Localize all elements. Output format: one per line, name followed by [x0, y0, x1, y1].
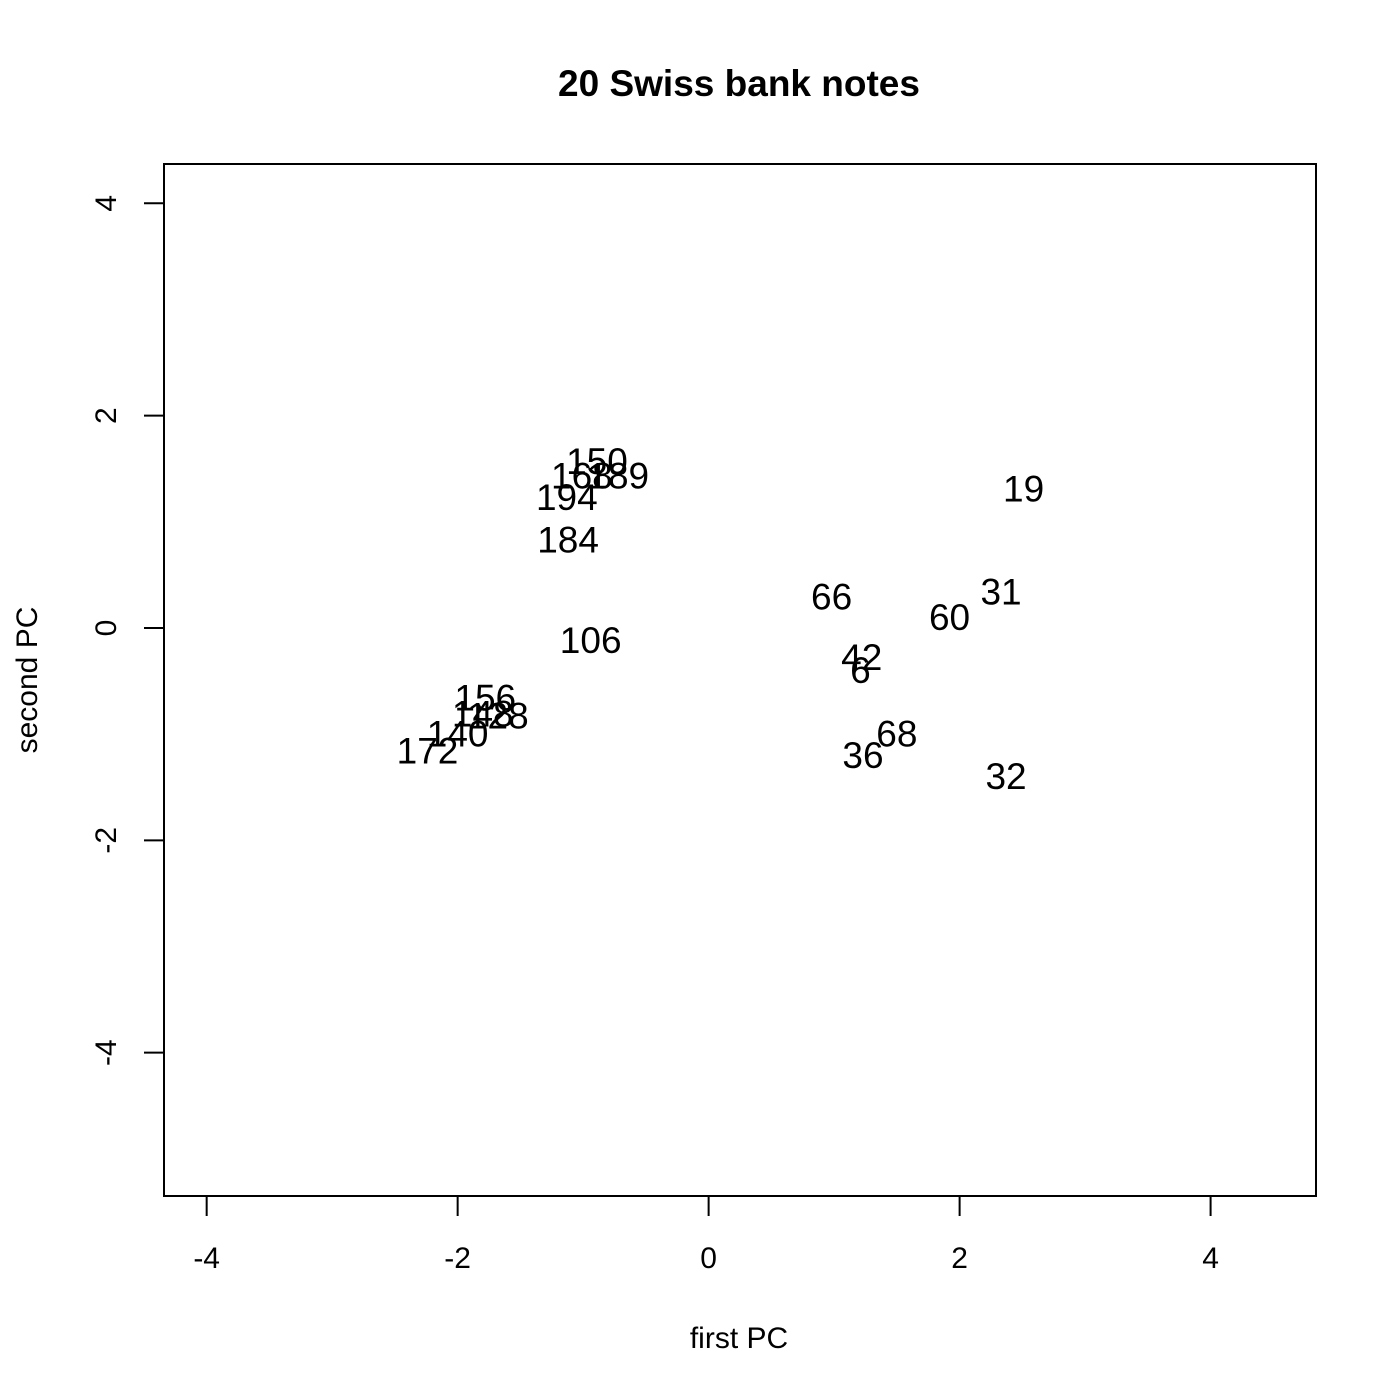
point-label-36: 36	[842, 735, 883, 776]
point-label-19: 19	[1003, 468, 1044, 509]
point-label-150: 150	[566, 441, 628, 482]
y-tick-label: -4	[90, 1039, 123, 1066]
point-label-184: 184	[537, 519, 599, 560]
y-tick-label: 0	[90, 620, 123, 637]
y-tick-label: 2	[90, 407, 123, 424]
point-label-66: 66	[811, 577, 852, 618]
y-axis: -4 -2 0 2 4	[90, 195, 165, 1066]
point-label-68: 68	[876, 714, 917, 755]
y-axis-label: second PC	[11, 607, 44, 754]
x-tick-label: -4	[193, 1242, 220, 1275]
x-tick-label: 4	[1202, 1242, 1219, 1275]
plot-frame	[163, 163, 1317, 1197]
y-tick-label: 4	[90, 195, 123, 212]
y-tick-label: -2	[90, 827, 123, 854]
point-label-168: 168	[551, 456, 613, 497]
chart-title: 20 Swiss bank notes	[558, 63, 920, 104]
point-label-189: 189	[587, 456, 649, 497]
point-label-106: 106	[560, 620, 622, 661]
x-axis-label: first PC	[690, 1322, 788, 1355]
point-label-172: 172	[397, 731, 459, 772]
point-label-6: 6	[850, 650, 871, 691]
x-tick-label: -2	[444, 1242, 471, 1275]
point-label-194: 194	[536, 477, 598, 518]
x-axis: -4 -2 0 2 4	[193, 1195, 1219, 1275]
point-label-31: 31	[980, 571, 1021, 612]
point-label-148: 148	[452, 693, 514, 734]
point-label-32: 32	[985, 756, 1026, 797]
point-label-128: 128	[467, 696, 529, 737]
point-label-140: 140	[427, 714, 489, 755]
point-label-42: 42	[841, 637, 882, 678]
point-label-60: 60	[929, 597, 970, 638]
point-label-156: 156	[454, 678, 516, 719]
x-tick-label: 0	[700, 1242, 717, 1275]
x-tick-label: 2	[951, 1242, 968, 1275]
